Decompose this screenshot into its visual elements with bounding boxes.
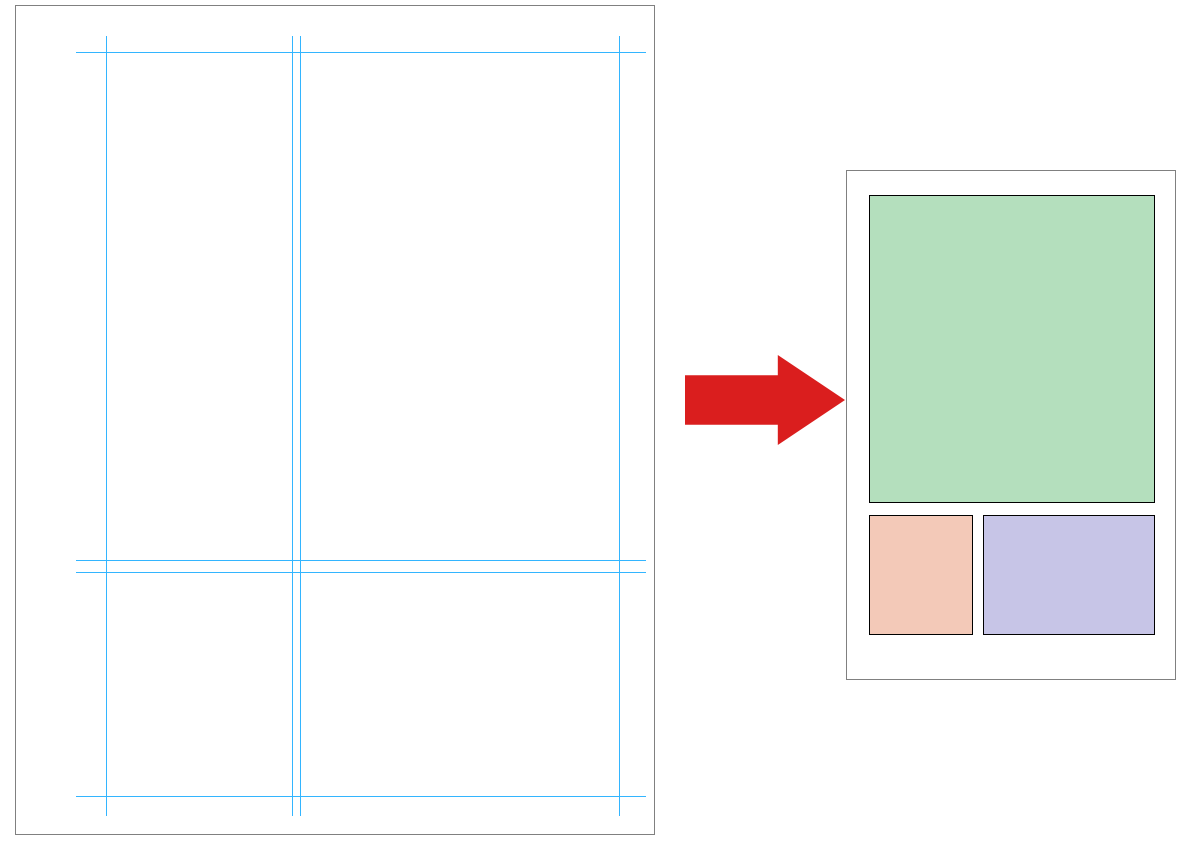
layout-panel [846, 170, 1176, 680]
diagram-stage [0, 0, 1199, 845]
guide-h-3 [76, 796, 646, 797]
block-bot-l [869, 515, 973, 635]
guide-h-0 [76, 52, 646, 53]
guide-v-3 [619, 36, 620, 816]
block-top [869, 195, 1155, 503]
guide-v-2 [300, 36, 301, 816]
wireframe-panel [15, 5, 655, 835]
guide-h-1 [76, 560, 646, 561]
guide-v-0 [106, 36, 107, 816]
arrow-icon [685, 355, 845, 445]
guide-h-2 [76, 572, 646, 573]
guide-v-1 [292, 36, 293, 816]
block-bot-r [983, 515, 1155, 635]
